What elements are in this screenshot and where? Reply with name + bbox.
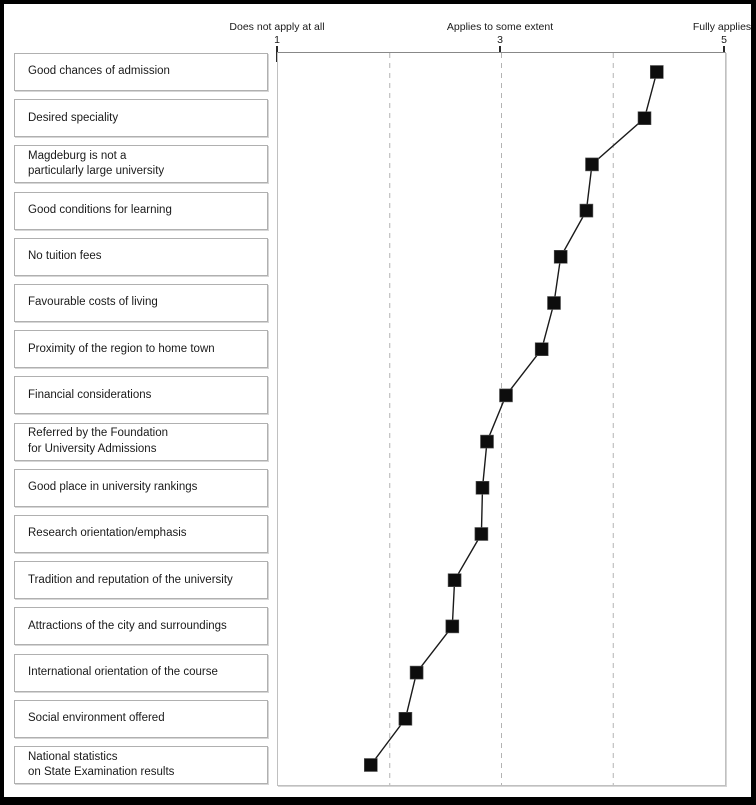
data-point bbox=[637, 111, 652, 126]
data-point bbox=[445, 619, 460, 634]
category-label: Tradition and reputation of the universi… bbox=[28, 573, 233, 586]
category-label-box: Proximity of the region to home town bbox=[14, 330, 268, 369]
data-point bbox=[499, 388, 513, 403]
category-label: Good conditions for learning bbox=[28, 204, 172, 216]
category-label: Favourable costs of living bbox=[28, 296, 158, 309]
category-label: Good chances of admission bbox=[28, 65, 170, 78]
plot-area bbox=[277, 52, 726, 786]
category-label-box: Desired speciality bbox=[14, 99, 268, 138]
category-label: International orientation of the course bbox=[28, 666, 218, 678]
category-label: Social environment offered bbox=[28, 712, 165, 725]
category-label: No tuition fees bbox=[28, 250, 102, 263]
data-point bbox=[364, 758, 378, 772]
category-label-box: Good chances of admission bbox=[14, 53, 268, 91]
category-label-box: Research orientation/emphasis bbox=[14, 515, 268, 553]
category-label: Referred by the Foundation for Universit… bbox=[28, 427, 169, 455]
axis-caption-applies-some-extent: Applies to some extent bbox=[446, 21, 554, 33]
category-label-box: Magdeburg is not a particularly large un… bbox=[14, 145, 268, 184]
category-label: Proximity of the region to home town bbox=[28, 342, 215, 355]
category-label-box: Referred by the Foundation for Universit… bbox=[14, 422, 268, 461]
data-point bbox=[475, 480, 490, 495]
data-point bbox=[480, 434, 494, 449]
data-point bbox=[409, 665, 424, 680]
data-point bbox=[398, 711, 413, 726]
data-point bbox=[447, 573, 462, 588]
category-label-box: Attractions of the city and surroundings bbox=[14, 607, 268, 646]
data-point bbox=[547, 296, 561, 310]
category-label-box: National statistics on State Examination… bbox=[14, 746, 268, 784]
data-point bbox=[474, 527, 489, 541]
category-label: Magdeburg is not a particularly large un… bbox=[28, 150, 165, 178]
category-label: Research orientation/emphasis bbox=[28, 527, 187, 540]
axis-caption-does-not-apply: Does not apply at all bbox=[229, 21, 325, 33]
category-label-box: No tuition fees bbox=[14, 237, 268, 276]
axis-number-1: 1 bbox=[274, 34, 280, 46]
category-label-box: Good conditions for learning bbox=[14, 191, 268, 230]
data-point bbox=[579, 203, 594, 218]
data-point bbox=[585, 157, 599, 172]
category-label-box: Favourable costs of living bbox=[14, 284, 268, 322]
data-point bbox=[649, 65, 664, 79]
axis-caption-fully-applies: Fully applies bbox=[692, 21, 752, 33]
category-label: Financial considerations bbox=[28, 388, 152, 401]
data-point bbox=[553, 250, 568, 264]
category-label-box: Social environment offered bbox=[14, 699, 268, 738]
category-label: Attractions of the city and surroundings bbox=[28, 619, 227, 632]
category-label: National statistics on State Examination… bbox=[28, 750, 175, 778]
category-label-box: Financial considerations bbox=[14, 376, 268, 415]
category-label-box: Good place in university rankings bbox=[14, 468, 268, 507]
category-label: Good place in university rankings bbox=[28, 481, 198, 494]
chart-svg bbox=[364, 53, 664, 785]
category-label-box: International orientation of the course bbox=[14, 653, 268, 692]
category-label: Desired speciality bbox=[28, 111, 119, 124]
category-label-box: Tradition and reputation of the universi… bbox=[14, 561, 268, 600]
data-line bbox=[370, 71, 658, 766]
axis-number-3: 3 bbox=[497, 34, 503, 46]
axis-number-5: 5 bbox=[721, 34, 727, 46]
data-point bbox=[534, 342, 549, 357]
